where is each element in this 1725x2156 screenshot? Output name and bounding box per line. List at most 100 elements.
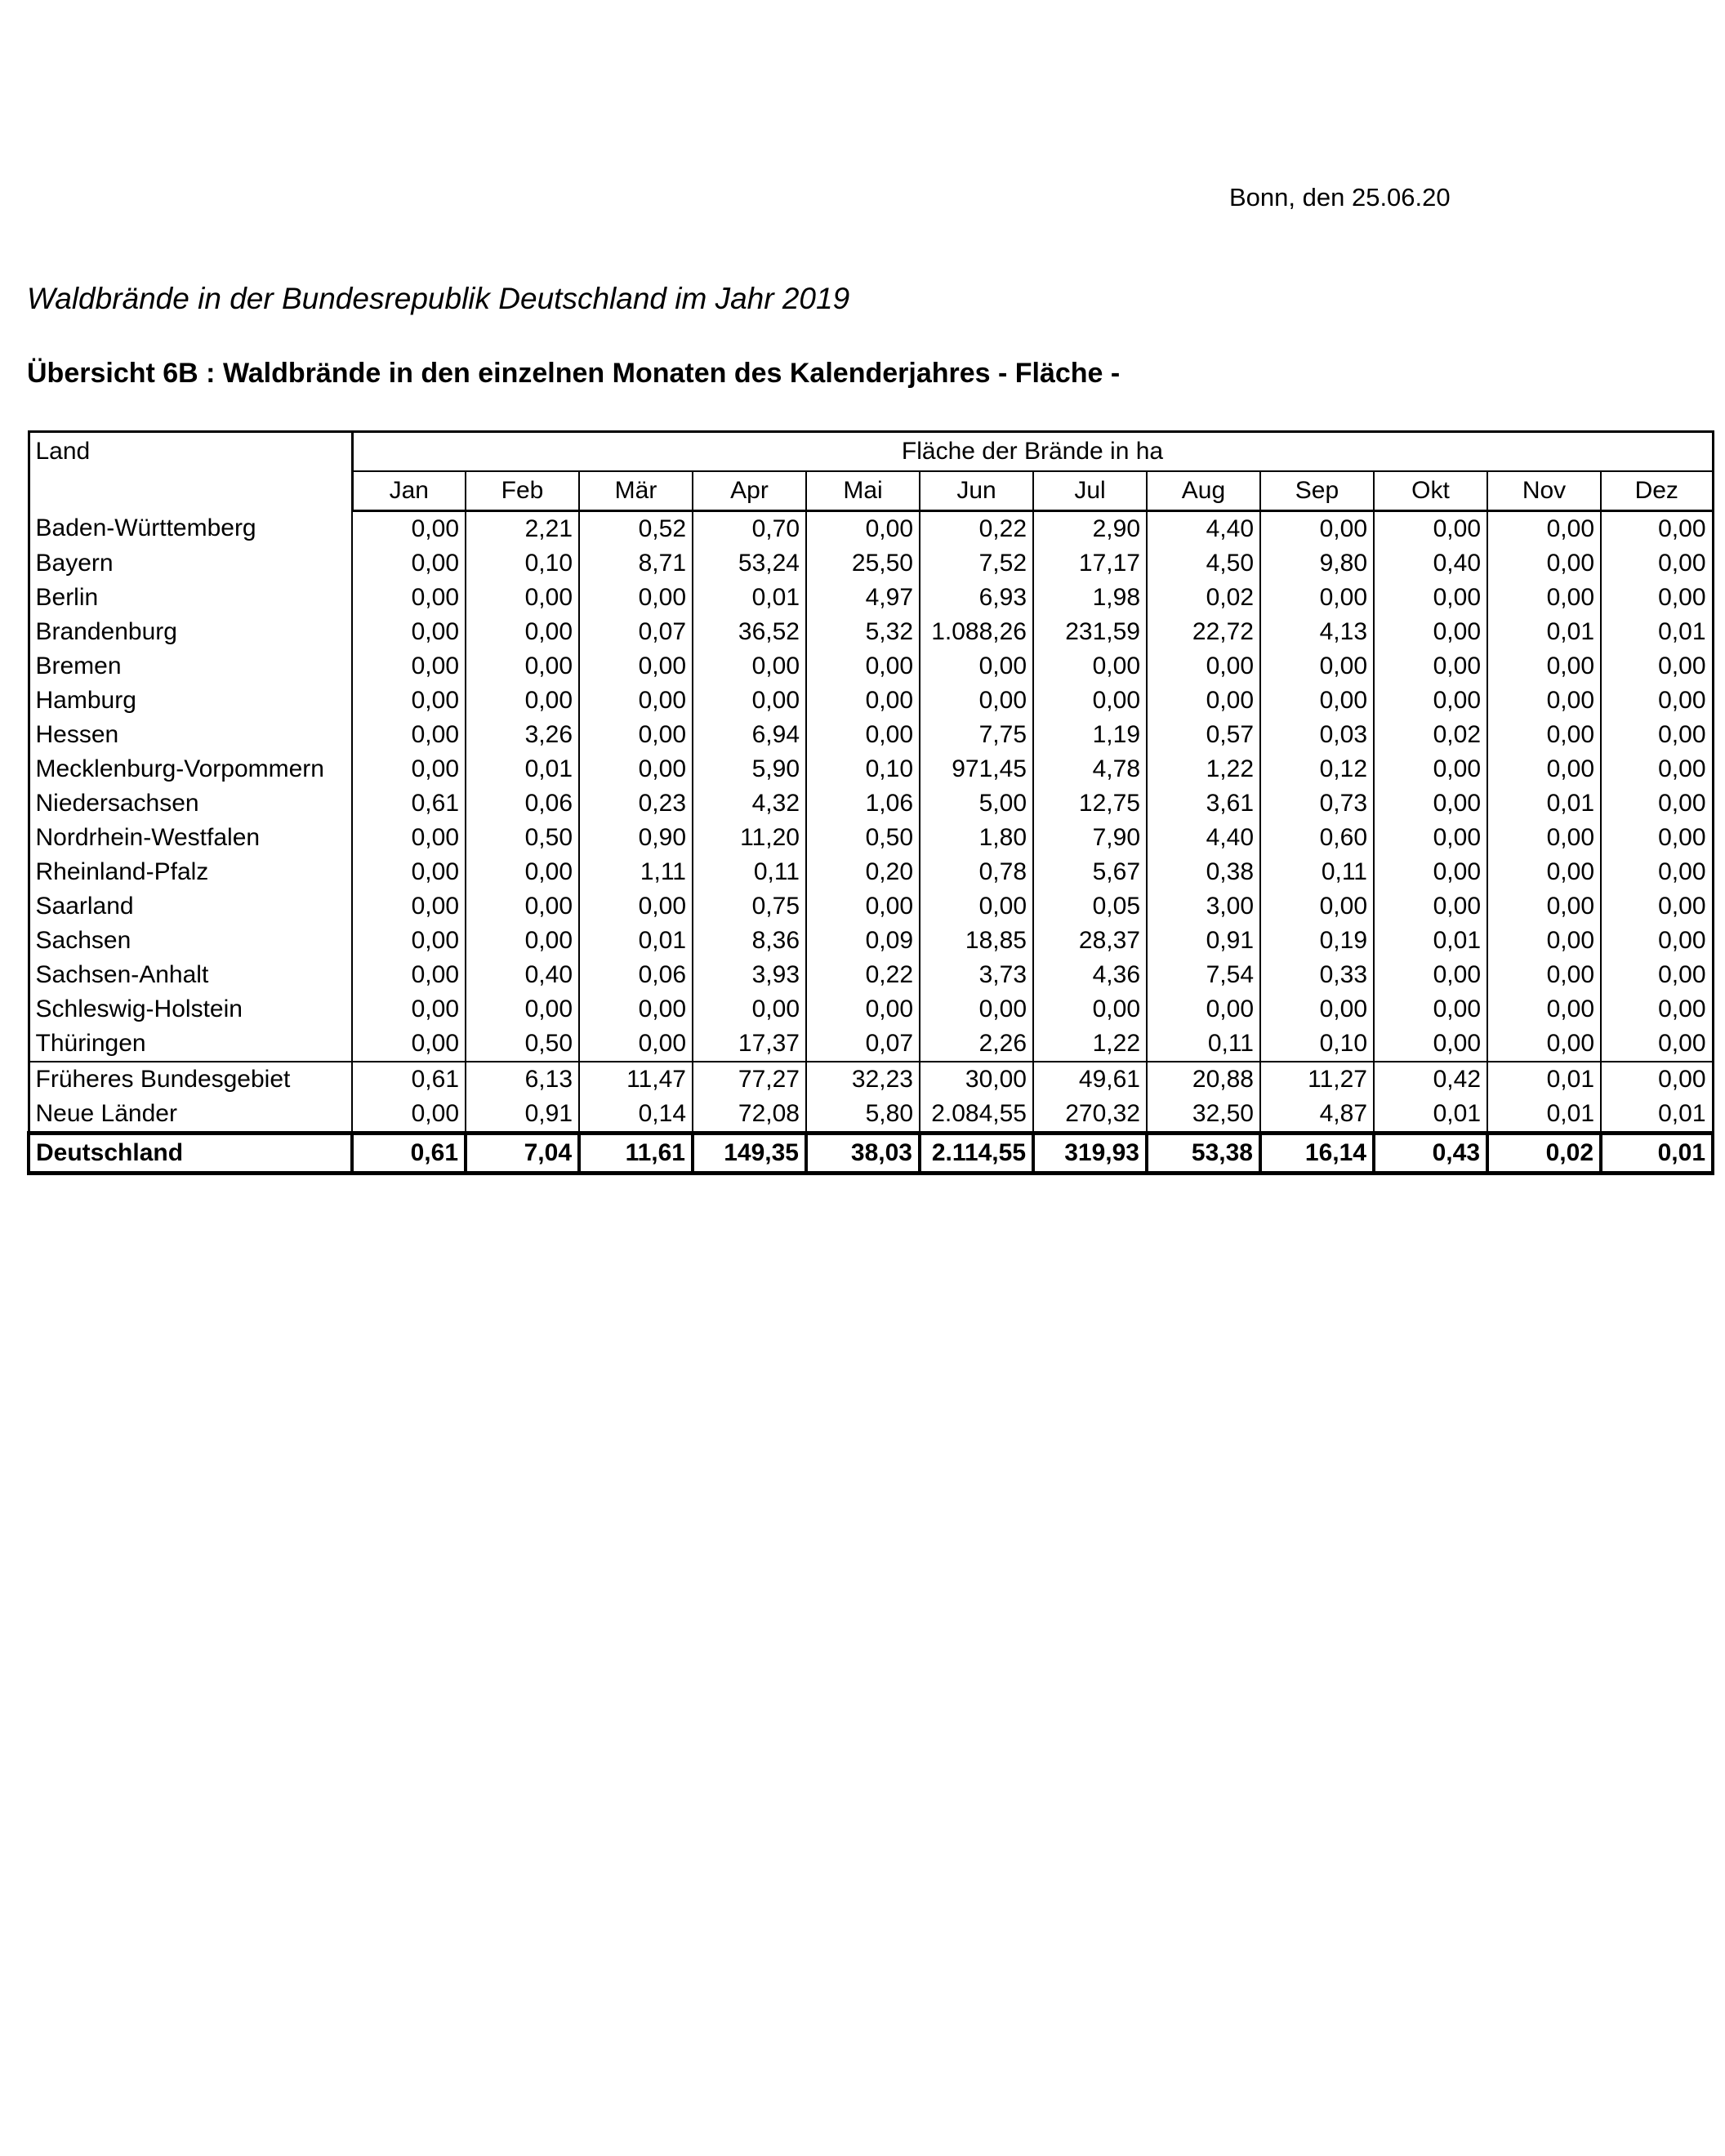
area-value: 5,80	[805, 1097, 920, 1134]
area-value: 0,00	[465, 889, 579, 924]
area-value: 0,00	[1373, 889, 1487, 924]
area-value: 0,11	[692, 855, 806, 889]
land-name: Nordrhein-Westfalen	[27, 821, 352, 855]
land-name: Hessen	[27, 718, 352, 752]
area-value: 0,12	[1259, 752, 1374, 786]
area-value: 0,61	[351, 786, 466, 821]
area-value: 0,19	[1259, 924, 1374, 958]
area-value: 7,90	[1032, 821, 1147, 855]
area-value: 1.088,26	[919, 615, 1033, 649]
area-value: 0,40	[465, 958, 579, 992]
area-value: 0,00	[351, 718, 466, 752]
area-value: 0,00	[805, 718, 920, 752]
area-value: 7,04	[464, 1131, 579, 1175]
area-value: 0,00	[1373, 958, 1487, 992]
area-value: 0,00	[1487, 821, 1601, 855]
area-value: 3,61	[1146, 786, 1260, 821]
area-value: 0,11	[1146, 1027, 1260, 1062]
area-value: 0,00	[351, 615, 466, 649]
area-value: 0,01	[1373, 1097, 1487, 1134]
area-value: 0,00	[351, 889, 466, 924]
area-value: 28,37	[1032, 924, 1147, 958]
area-value: 0,00	[1373, 1027, 1487, 1062]
area-value: 0,00	[1600, 1061, 1714, 1097]
area-value: 0,00	[1487, 889, 1601, 924]
area-value: 0,01	[1487, 1061, 1601, 1097]
table-row: Rheinland-Pfalz 0,00 0,00 1,11 0,11 0,20 0,78 5…	[27, 855, 1714, 889]
date-line: Bonn, den 25.06.20	[1229, 183, 1451, 212]
area-value: 0,00	[1487, 958, 1601, 992]
area-value: 0,00	[578, 1027, 693, 1062]
area-value: 38,03	[805, 1131, 920, 1175]
area-value: 7,52	[919, 546, 1033, 581]
area-value: 11,61	[577, 1131, 693, 1175]
area-value: 0,00	[1032, 684, 1147, 718]
area-value: 0,00	[578, 718, 693, 752]
area-value: 30,00	[919, 1061, 1033, 1097]
area-value: 0,00	[465, 615, 579, 649]
area-value: 0,00	[1600, 855, 1714, 889]
area-value: 36,52	[692, 615, 806, 649]
area-value: 11,27	[1259, 1061, 1374, 1097]
month-header: Okt	[1373, 471, 1487, 512]
area-value: 0,00	[919, 992, 1033, 1027]
month-header: Aug	[1146, 471, 1260, 512]
area-value: 0,00	[351, 992, 466, 1027]
area-value: 0,00	[1600, 786, 1714, 821]
table-row: Schleswig-Holstein 0,00 0,00 0,00 0,00 0,00 0,…	[27, 992, 1714, 1027]
area-value: 0,10	[805, 752, 920, 786]
area-value: 0,02	[1373, 718, 1487, 752]
area-value: 0,00	[1487, 924, 1601, 958]
area-value: 32,50	[1146, 1097, 1260, 1134]
area-value: 0,00	[1373, 684, 1487, 718]
area-value: 4,50	[1146, 546, 1260, 581]
document-subtitle: Übersicht 6B : Waldbrände in den einzeln…	[27, 358, 1121, 389]
area-value: 0,00	[578, 581, 693, 615]
area-value: 0,00	[1600, 992, 1714, 1027]
area-value: 0,00	[465, 684, 579, 718]
area-value: 49,61	[1032, 1061, 1147, 1097]
area-value: 0,00	[578, 992, 693, 1027]
area-value: 0,00	[919, 684, 1033, 718]
area-value: 0,00	[465, 924, 579, 958]
land-name: Sachsen	[27, 924, 352, 958]
table-row: Sachsen-Anhalt 0,00 0,40 0,06 3,93 0,22 3,73 4,…	[27, 958, 1714, 992]
land-name: Neue Länder	[27, 1097, 352, 1134]
area-value: 4,13	[1259, 615, 1374, 649]
area-value: 0,00	[692, 649, 806, 684]
area-value: 5,90	[692, 752, 806, 786]
area-value: 0,38	[1146, 855, 1260, 889]
area-value: 1,22	[1146, 752, 1260, 786]
area-value: 0,00	[351, 1027, 466, 1062]
land-name: Deutschland	[27, 1131, 352, 1175]
table-row: Deutschland 0,61 7,04 11,61 149,35 38,03 2.114…	[27, 1131, 1714, 1175]
area-value: 0,00	[1600, 958, 1714, 992]
area-value: 0,00	[692, 992, 806, 1027]
area-value: 0,00	[351, 510, 466, 546]
area-value: 0,52	[578, 510, 693, 546]
area-value: 0,70	[692, 510, 806, 546]
area-value: 0,00	[578, 752, 693, 786]
area-value: 971,45	[919, 752, 1033, 786]
table-row: Hessen 0,00 3,26 0,00 6,94 0,00 7,75 1,19 0,57 0,…	[27, 718, 1714, 752]
area-value: 5,67	[1032, 855, 1147, 889]
area-value: 2.084,55	[919, 1097, 1033, 1134]
area-value: 270,32	[1032, 1097, 1147, 1134]
area-value: 0,01	[1600, 615, 1714, 649]
area-value: 0,00	[1259, 649, 1374, 684]
month-header: Jun	[919, 471, 1033, 512]
area-value: 0,01	[1599, 1131, 1714, 1175]
area-value: 0,61	[351, 1061, 466, 1097]
area-value: 0,07	[578, 615, 693, 649]
area-value: 0,20	[805, 855, 920, 889]
area-value: 0,00	[1373, 786, 1487, 821]
area-value: 0,00	[1373, 649, 1487, 684]
month-header: Jan	[351, 471, 466, 512]
area-value: 0,40	[1373, 546, 1487, 581]
area-value: 9,80	[1259, 546, 1374, 581]
area-value: 0,10	[465, 546, 579, 581]
month-header: Mai	[805, 471, 920, 512]
table-row: Saarland 0,00 0,00 0,00 0,75 0,00 0,00 0,05 3,00…	[27, 889, 1714, 924]
area-value: 0,00	[351, 1097, 466, 1134]
area-value: 3,73	[919, 958, 1033, 992]
